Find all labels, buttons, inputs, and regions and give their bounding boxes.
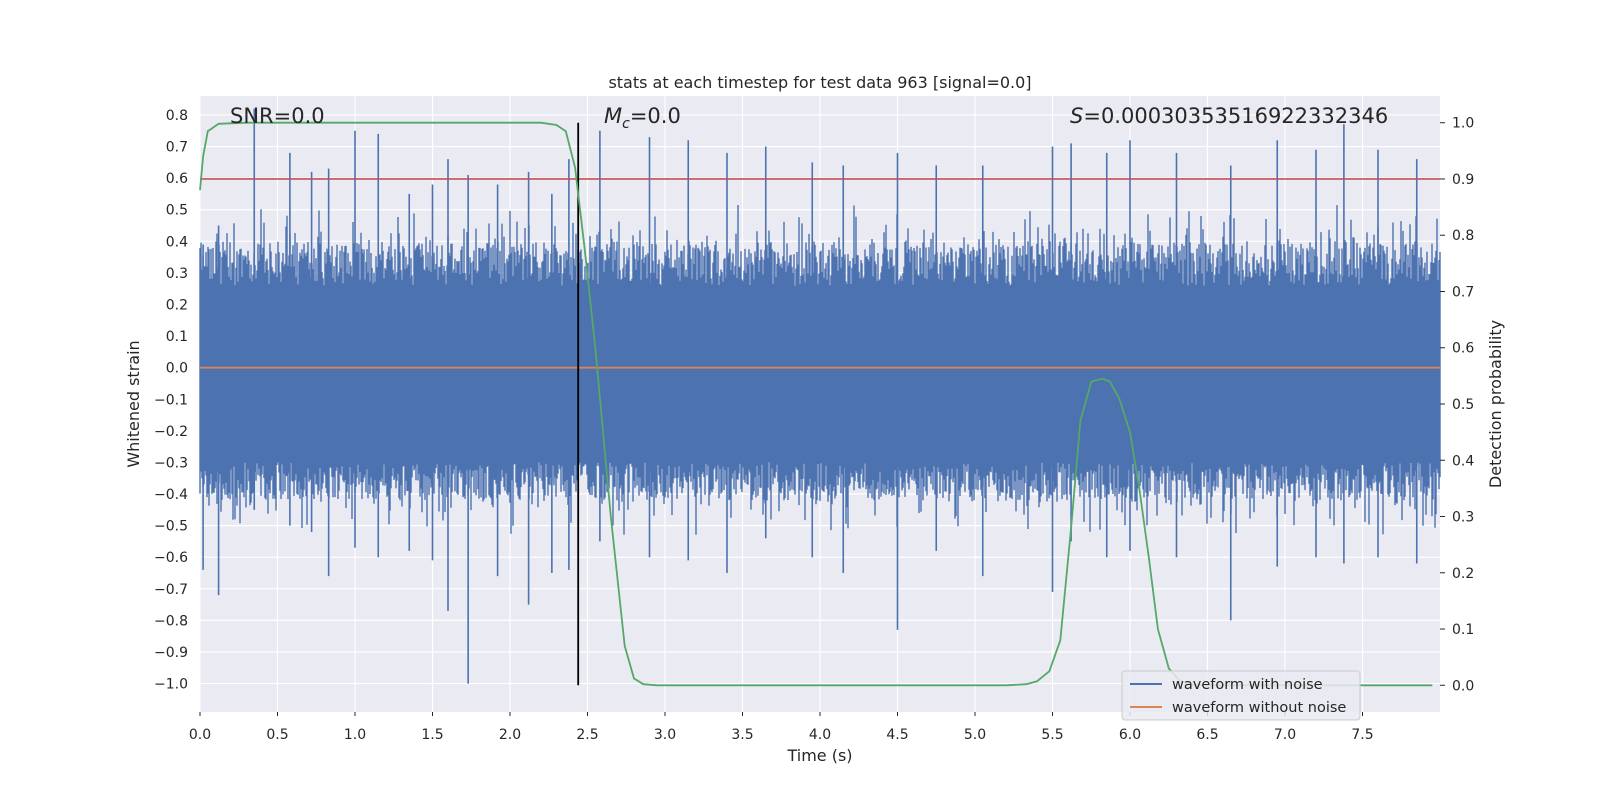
y-tick-label: −0.4 xyxy=(154,487,188,503)
y2-tick-label: 0.0 xyxy=(1452,678,1474,694)
y-tick-label: −0.8 xyxy=(154,613,188,629)
y2-tick-label: 0.7 xyxy=(1452,284,1474,300)
y-tick-label: 0.4 xyxy=(166,234,188,250)
x-tick-label: 3.5 xyxy=(731,727,753,743)
x-tick-label: 4.5 xyxy=(886,727,908,743)
noise-waveform-series xyxy=(199,108,1441,684)
x-tick-label: 0.0 xyxy=(189,727,211,743)
x-tick-label: 7.5 xyxy=(1351,727,1373,743)
y-tick-label: −0.7 xyxy=(154,582,188,598)
snr-annotation: SNR=0.0 xyxy=(230,104,325,128)
chart-title: stats at each timestep for test data 963… xyxy=(608,73,1031,92)
x-tick-label: 4.0 xyxy=(809,727,831,743)
y-tick-label: 0.2 xyxy=(166,297,188,313)
y-tick-label: 0.5 xyxy=(166,203,188,219)
x-tick-label: 7.0 xyxy=(1274,727,1296,743)
y-axis-label: Whitened strain xyxy=(124,340,143,467)
x-tick-label: 6.0 xyxy=(1119,727,1141,743)
y2-tick-label: 0.3 xyxy=(1452,510,1474,526)
chirp-mass-symbol: M xyxy=(604,104,622,128)
y2-tick-label: 1.0 xyxy=(1452,116,1474,132)
y-tick-label: −0.1 xyxy=(154,392,188,408)
y2-tick-label: 0.1 xyxy=(1452,622,1474,638)
legend-label-noise: waveform with noise xyxy=(1172,677,1323,693)
chirp-mass-subscript: c xyxy=(622,116,630,132)
score-annotation: S=0.0003035351692233​2346 xyxy=(1070,104,1388,128)
x-tick-label: 1.0 xyxy=(344,727,366,743)
y2-tick-label: 0.5 xyxy=(1452,397,1474,413)
x-tick-label: 1.5 xyxy=(421,727,443,743)
y2-axis-label: Detection probability xyxy=(1486,320,1505,488)
noise-waveform-core xyxy=(200,288,1440,457)
chirp-mass-annotation: Mc=0.0 xyxy=(604,104,681,132)
x-tick-label: 5.5 xyxy=(1041,727,1063,743)
x-tick-label: 5.0 xyxy=(964,727,986,743)
legend-box xyxy=(1121,670,1361,721)
axes: 0.0 0.5 1.0 1.5 2.0 2.5 3.0 3.5 4.0 4.5 5.0 5.5 6.0 6… xyxy=(154,108,1474,743)
chirp-mass-value: =0.0 xyxy=(630,104,681,128)
x-tick-label: 3.0 xyxy=(654,727,676,743)
y-tick-label: −0.5 xyxy=(154,519,188,535)
y-tick-label: 0.7 xyxy=(166,140,188,156)
y2-tick-label: 0.6 xyxy=(1452,341,1474,357)
x-tick-label: 2.0 xyxy=(499,727,521,743)
y-tick-label: 0.0 xyxy=(166,361,188,377)
x-tick-label: 6.5 xyxy=(1196,727,1218,743)
y-tick-label: 0.3 xyxy=(166,266,188,282)
y2-tick-label: 0.4 xyxy=(1452,453,1474,469)
y2-tick-label: 0.9 xyxy=(1452,172,1474,188)
y-tick-label: −0.6 xyxy=(154,550,188,566)
y-tick-label: −1.0 xyxy=(154,677,188,693)
x-tick-label: 0.5 xyxy=(266,727,288,743)
y-tick-label: −0.2 xyxy=(154,424,188,440)
y-tick-label: −0.3 xyxy=(154,455,188,471)
score-value: =0.0003035351692233​2346 xyxy=(1083,104,1388,128)
chart-overlay xyxy=(199,121,1440,687)
detection-probability-line xyxy=(199,121,1433,687)
y2-tick-label: 0.2 xyxy=(1452,566,1474,582)
score-symbol: S xyxy=(1070,104,1083,128)
y-tick-label: 0.1 xyxy=(166,329,188,345)
x-axis-label: Time (s) xyxy=(786,746,852,765)
legend: waveform with noise waveform without noi… xyxy=(1121,670,1361,721)
y-tick-label: −0.9 xyxy=(154,645,188,661)
x-tick-label: 2.5 xyxy=(576,727,598,743)
legend-label-clean: waveform without noise xyxy=(1172,700,1346,716)
y-tick-label: 0.6 xyxy=(166,171,188,187)
y-tick-label: 0.8 xyxy=(166,108,188,124)
y2-tick-label: 0.8 xyxy=(1452,228,1474,244)
